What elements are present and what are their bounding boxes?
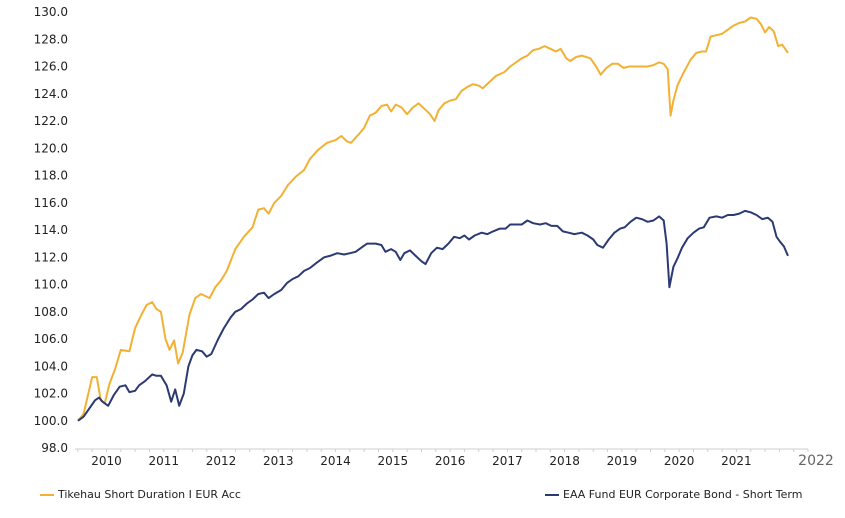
y-tick-label: 126.0 xyxy=(34,60,68,74)
series-line-tikehau xyxy=(77,16,789,422)
x-tick-label: 2013 xyxy=(263,454,294,468)
y-tick-label: 100.0 xyxy=(34,414,68,428)
x-tick-label: 2016 xyxy=(435,454,466,468)
y-tick-label: 104.0 xyxy=(34,359,68,373)
x-tick-label: 2018 xyxy=(549,454,580,468)
legend-label-tikehau: Tikehau Short Duration I EUR Acc xyxy=(58,488,241,501)
y-tick-label: 98.0 xyxy=(41,441,68,455)
x-tick-label: 2017 xyxy=(492,454,523,468)
y-axis: 98.0 100.0 102.0 104.0 106.0 108.0 110.0 112.0 1… xyxy=(34,5,68,455)
x-tick-label: 2022 xyxy=(798,453,834,469)
x-tick-label: 2014 xyxy=(320,454,351,468)
y-tick-label: 128.0 xyxy=(34,32,68,46)
y-tick-label: 102.0 xyxy=(34,387,68,401)
y-tick-label: 120.0 xyxy=(34,141,68,155)
y-tick-label: 116.0 xyxy=(34,196,68,210)
y-tick-label: 112.0 xyxy=(34,250,68,264)
x-tick-label: 2019 xyxy=(607,454,638,468)
legend-item-tikehau: Tikehau Short Duration I EUR Acc xyxy=(40,488,241,501)
x-tick-label: 2020 xyxy=(664,454,695,468)
y-tick-label: 122.0 xyxy=(34,114,68,128)
x-axis: 2010 2011 2012 2013 2014 2015 2016 2017 2018 2019… xyxy=(75,448,834,469)
y-tick-label: 130.0 xyxy=(34,5,68,19)
series-layer xyxy=(77,16,789,422)
y-tick-label: 108.0 xyxy=(34,305,68,319)
y-tick-label: 110.0 xyxy=(34,278,68,292)
y-tick-label: 114.0 xyxy=(34,223,68,237)
x-tick-label: 2010 xyxy=(91,454,122,468)
legend-swatch-eaa xyxy=(545,493,559,496)
legend-swatch-tikehau xyxy=(40,493,54,496)
series-line-eaa xyxy=(77,209,789,422)
line-chart: 98.0 100.0 102.0 104.0 106.0 108.0 110.0 112.0 1… xyxy=(34,5,834,469)
x-tick-label: 2021 xyxy=(721,454,752,468)
y-tick-label: 118.0 xyxy=(34,169,68,183)
y-tick-label: 124.0 xyxy=(34,87,68,101)
x-tick-label: 2012 xyxy=(206,454,237,468)
x-tick-label: 2015 xyxy=(378,454,409,468)
x-tick-label: 2011 xyxy=(148,454,179,468)
legend-item-eaa: EAA Fund EUR Corporate Bond - Short Term xyxy=(545,488,802,501)
y-tick-label: 106.0 xyxy=(34,332,68,346)
legend-label-eaa: EAA Fund EUR Corporate Bond - Short Term xyxy=(563,488,803,501)
